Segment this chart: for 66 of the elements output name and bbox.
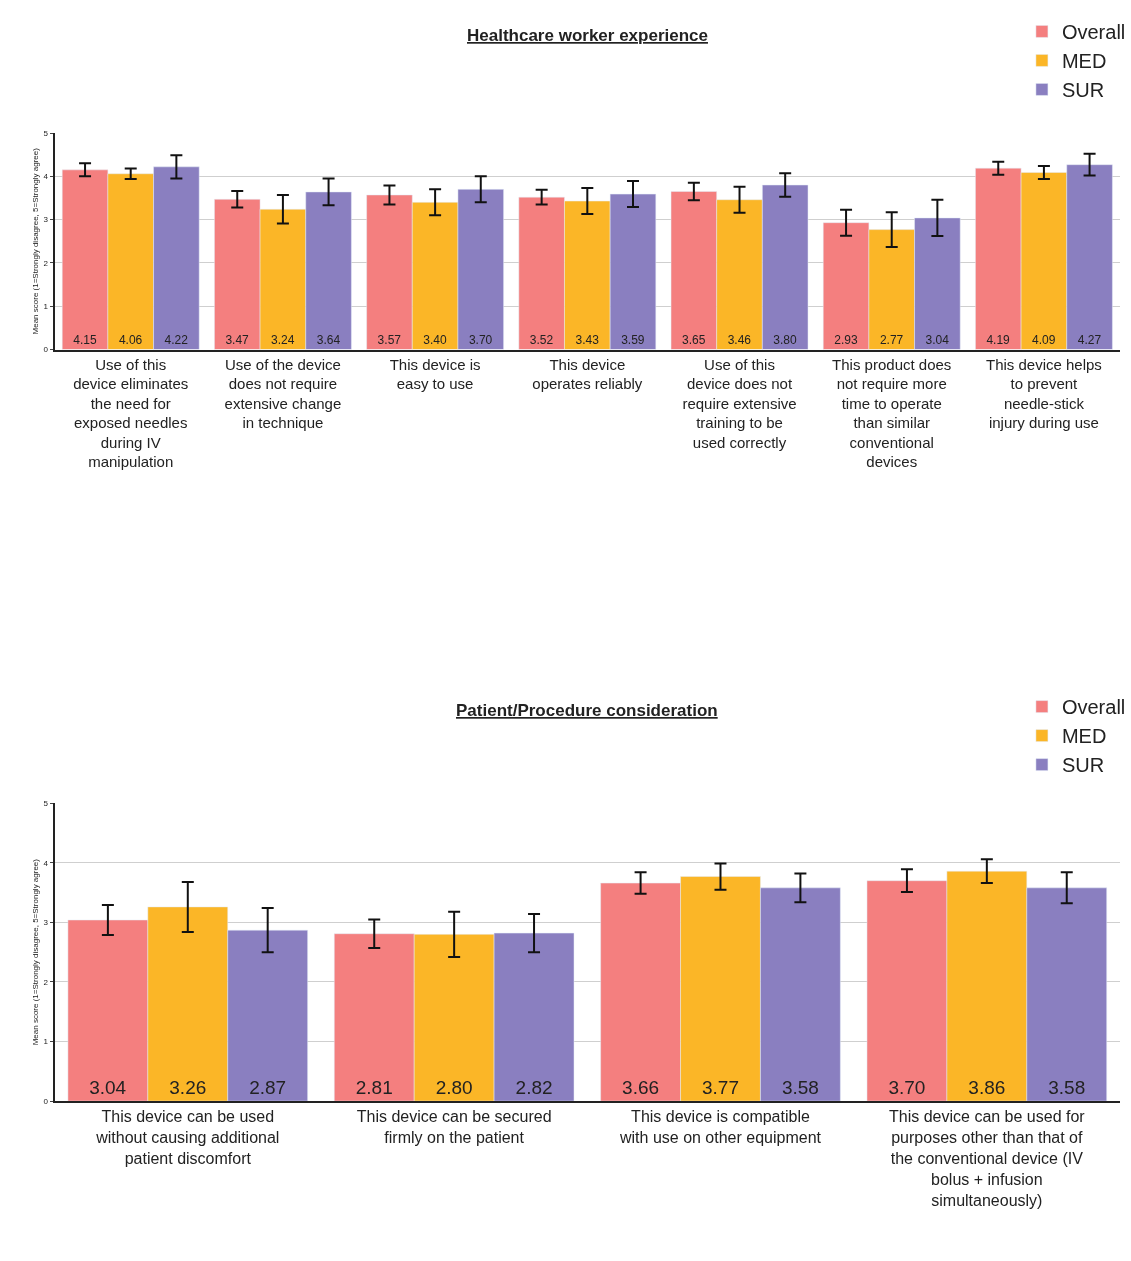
x-tick-label: Use of this device does not require extensive training to be used correctly: [682, 355, 797, 451]
legend-label: SUR: [1061, 79, 1105, 102]
y-tick-label: 4: [43, 172, 49, 182]
data-label: 2.80: [435, 1077, 473, 1099]
data-label: 4.19: [986, 332, 1011, 347]
data-label: 3.64: [316, 332, 341, 347]
data-label: 3.04: [89, 1077, 127, 1099]
data-label: 3.70: [468, 332, 493, 347]
y-tick-label: 5: [43, 799, 49, 809]
y-tick-label: 1: [43, 302, 49, 312]
data-label: 4.27: [1077, 332, 1102, 347]
data-label: 3.80: [773, 332, 798, 347]
x-tick-label: This device is compatible with use on other equipment: [618, 1108, 822, 1147]
x-tick-label: Use of this device eliminates the need for exposed needles during IV manipulation: [73, 355, 189, 471]
data-label: 3.26: [169, 1077, 207, 1099]
data-label: 3.59: [621, 332, 645, 347]
data-label: 3.70: [888, 1077, 926, 1099]
data-label: 3.52: [529, 332, 554, 347]
data-label: 2.77: [879, 332, 904, 347]
x-tick-label: This device operates reliably: [532, 355, 643, 393]
data-label: 3.66: [622, 1077, 660, 1099]
data-label: 3.86: [968, 1077, 1006, 1099]
data-label: 3.47: [225, 332, 250, 347]
data-label: 3.57: [377, 332, 402, 347]
y-tick-label: 2: [43, 977, 49, 987]
y-tick-label: 2: [43, 258, 49, 268]
data-label: 3.40: [423, 332, 447, 347]
legend-label: SUR: [1061, 754, 1105, 777]
data-label: 3.46: [727, 332, 752, 347]
y-tick-label: 4: [43, 858, 49, 868]
chart-title: Healthcare worker experience: [467, 26, 708, 45]
y-axis-title: Mean score (1=Strongly disagree, 5=Strongly agree): [30, 147, 40, 335]
legend-label: Overall: [1061, 696, 1126, 719]
chart-title: Patient/Procedure consideration: [456, 701, 718, 720]
data-label: 3.43: [575, 332, 600, 347]
data-label: 2.82: [515, 1077, 553, 1099]
y-tick-label: 1: [43, 1037, 49, 1047]
data-label: 3.58: [781, 1077, 819, 1099]
x-tick-label: This device can be used without causing additional patient discomfort: [95, 1108, 280, 1167]
data-label: 3.65: [682, 332, 706, 347]
x-tick-label: This device can be used for purposes other than that of the conventional device (IV bolus + infusion simultaneously): [889, 1108, 1086, 1209]
x-tick-label: Use of the device does not require extensive change in technique: [224, 355, 342, 432]
legend-label: MED: [1061, 50, 1107, 73]
y-tick-label: 0: [43, 345, 49, 355]
data-label: 2.81: [355, 1077, 393, 1099]
y-tick-label: 3: [43, 215, 49, 225]
data-label: 4.09: [1032, 332, 1056, 347]
data-label: 4.06: [118, 332, 143, 347]
data-label: 3.58: [1048, 1077, 1086, 1099]
data-label: 2.87: [249, 1077, 287, 1099]
legend-label: MED: [1061, 725, 1107, 748]
x-tick-label: This product does not require more time to operate than similar conventional devices: [832, 355, 952, 471]
legend-label: Overall: [1061, 21, 1126, 44]
y-tick-label: 5: [43, 128, 49, 138]
x-tick-label: This device can be secured firmly on the patient: [356, 1108, 552, 1147]
data-label: 4.22: [164, 332, 189, 347]
x-tick-label: This device is easy to use: [389, 355, 481, 393]
data-label: 4.15: [73, 332, 97, 347]
data-label: 3.24: [271, 332, 295, 347]
data-label: 3.77: [702, 1077, 739, 1099]
y-axis-title: Mean score (1=Strongly disagree, 5=Strongly agree): [30, 858, 40, 1046]
y-tick-label: 3: [43, 918, 49, 928]
x-tick-label: This device helps to prevent needle-stick injury during use: [985, 355, 1102, 432]
data-label: 3.04: [925, 332, 950, 347]
y-tick-label: 0: [43, 1096, 49, 1106]
data-label: 2.93: [834, 332, 858, 347]
